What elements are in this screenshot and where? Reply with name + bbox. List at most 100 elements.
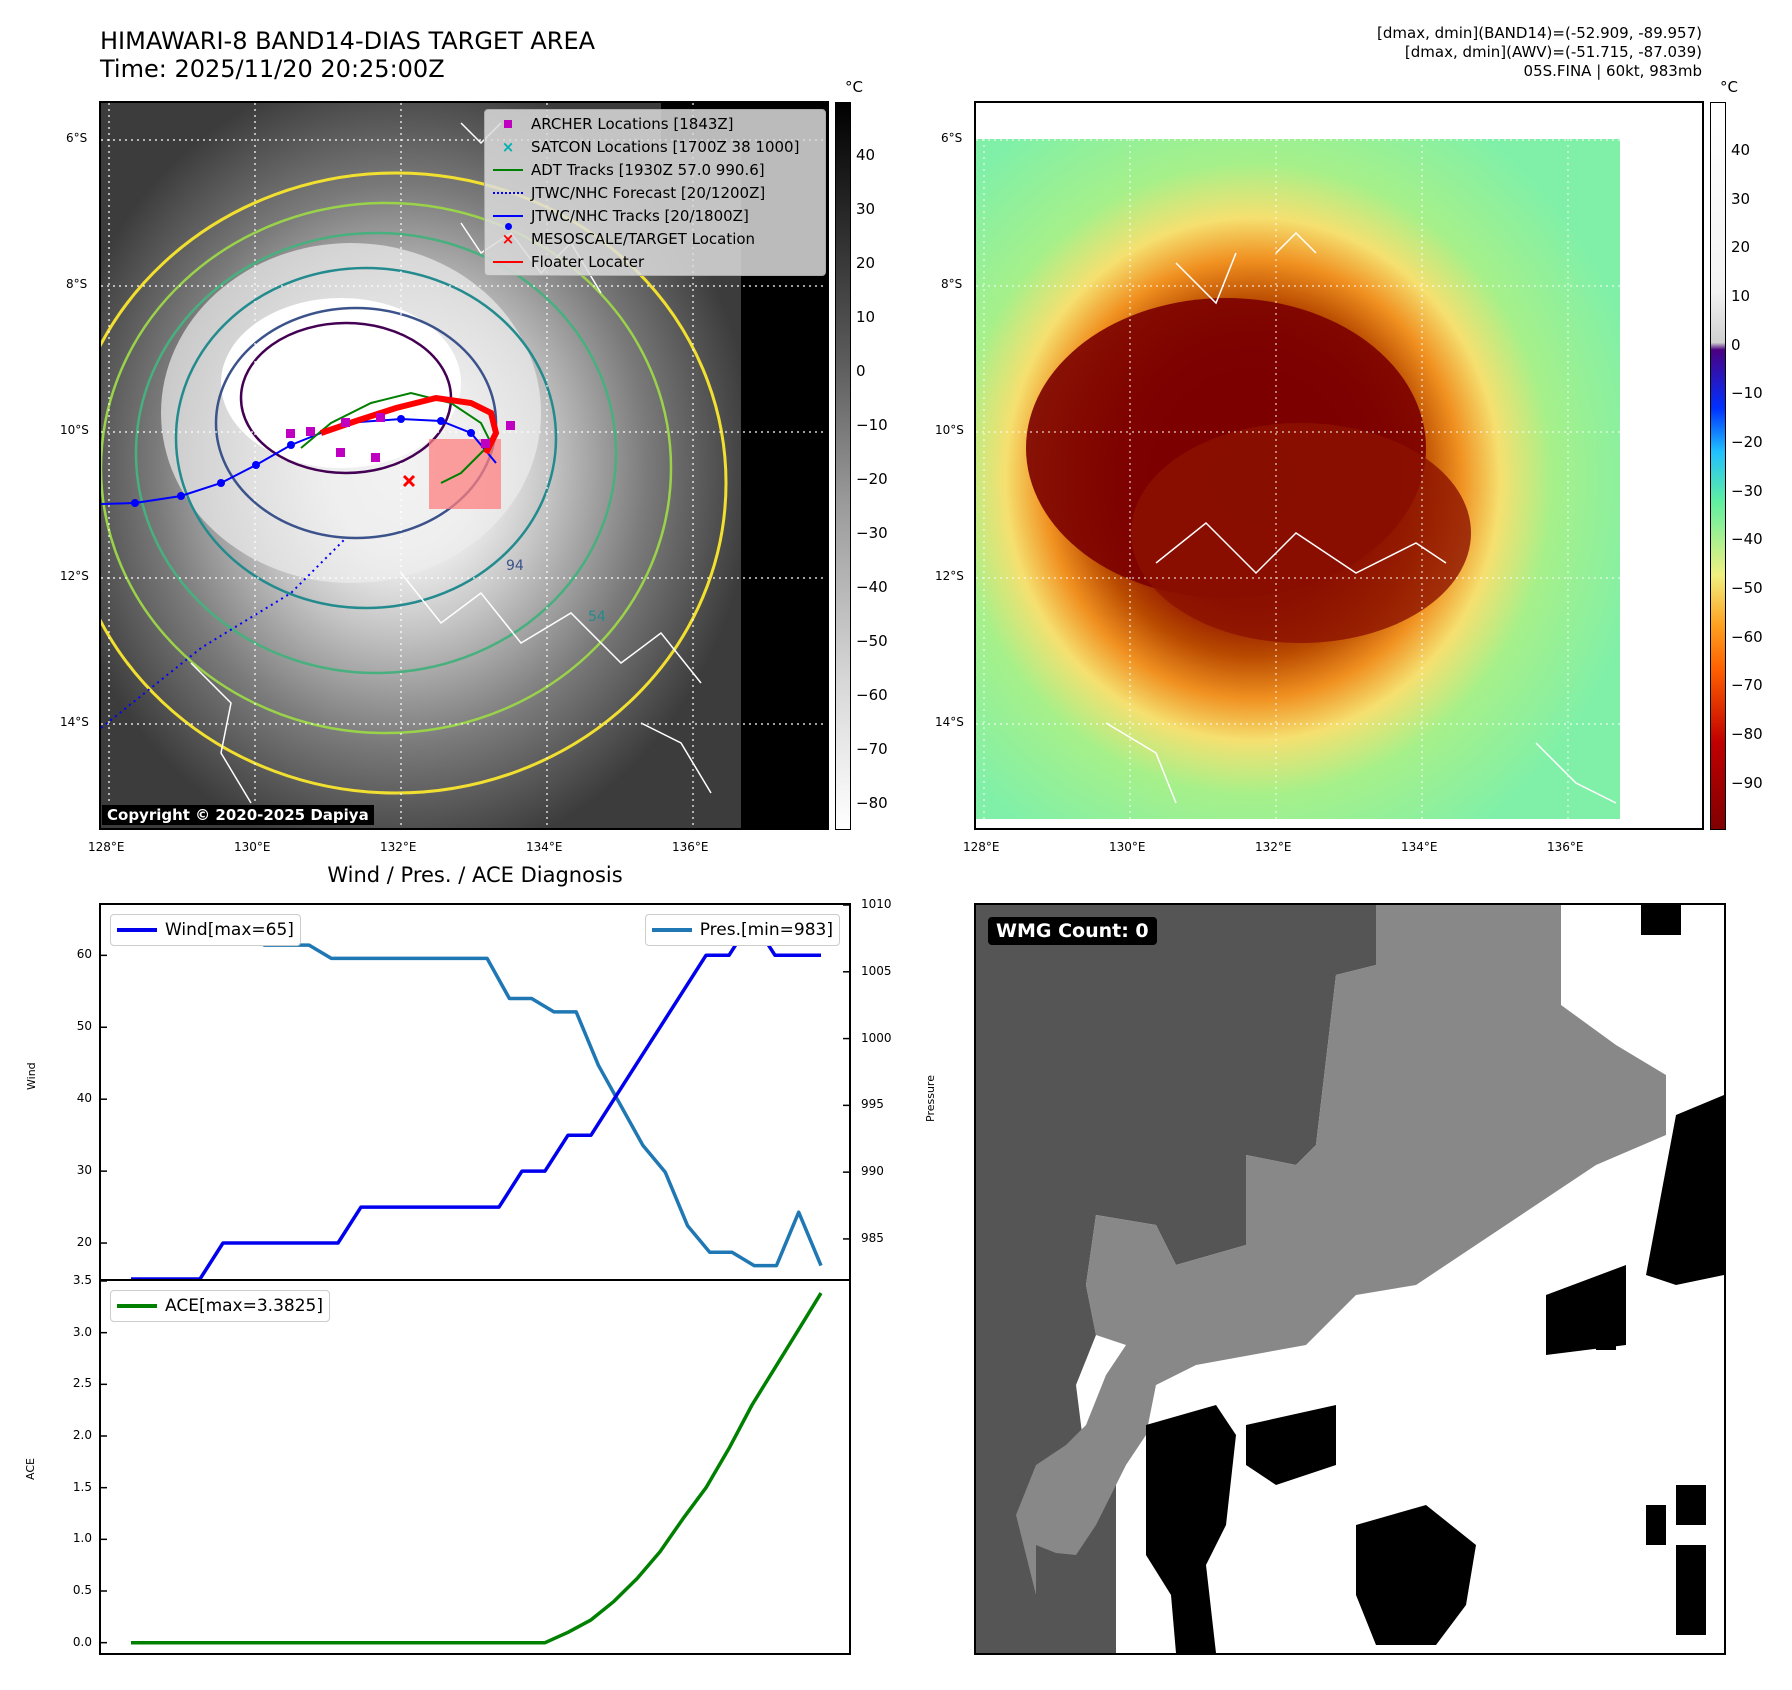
map-legend: ARCHER Locations [1843Z] × SATCON Locatio… xyxy=(484,109,826,276)
ace-tick: 0.0 xyxy=(72,1634,92,1649)
ace-tick: 3.5 xyxy=(72,1273,92,1287)
color-tick: −20 xyxy=(1731,433,1763,451)
lon-label: 134°E xyxy=(1401,840,1438,854)
wind-tick: 60 xyxy=(76,947,92,962)
ace-tick: 0.5 xyxy=(72,1583,92,1597)
gray-tick: 10 xyxy=(856,308,876,326)
pressure-tick: 990 xyxy=(861,1164,884,1179)
gray-tick: −70 xyxy=(856,740,888,758)
lat-label: 6°S xyxy=(941,131,963,145)
gray-colorbar xyxy=(835,102,851,830)
ace-legend: ACE[max=3.3825] xyxy=(110,1290,330,1322)
figure-time: Time: 2025/11/20 20:25:00Z xyxy=(100,55,445,83)
color-tick: −50 xyxy=(1731,579,1763,597)
lat-label: 6°S xyxy=(66,131,88,145)
gray-tick: −80 xyxy=(856,794,888,812)
ace-tick: 1.5 xyxy=(72,1479,92,1494)
color-tick: −40 xyxy=(1731,530,1763,548)
color-tick: 10 xyxy=(1731,287,1751,305)
wmg-panel: WMG Count: 0 xyxy=(974,903,1726,1655)
lat-label: 10°S xyxy=(935,423,964,437)
lon-label: 128°E xyxy=(963,840,1000,854)
ir-map-panel: 94 54 ARCHER Locations [1843Z] × SATCON L… xyxy=(99,101,829,830)
legend-item-forecast: JTWC/NHC Forecast [20/1200Z] xyxy=(485,181,825,204)
ace-tick: 1.0 xyxy=(72,1531,92,1546)
enhanced-map-panel xyxy=(974,101,1704,830)
gray-tick: −60 xyxy=(856,686,888,704)
pressure-legend: Pres.[min=983] xyxy=(644,914,840,946)
pressure-tick: 995 xyxy=(861,1097,884,1112)
ace-panel: ACE[max=3.3825] xyxy=(99,1279,851,1655)
legend-item-mesoscale: × MESOSCALE/TARGET Location xyxy=(501,229,756,248)
gray-tick: 30 xyxy=(856,200,876,218)
gray-colorbar-unit: °C xyxy=(845,78,863,96)
ace-tick: 2.0 xyxy=(72,1428,92,1442)
gray-tick: 0 xyxy=(856,362,866,380)
lat-label: 12°S xyxy=(935,569,964,583)
ace-chart xyxy=(101,1281,823,1645)
lon-label: 130°E xyxy=(234,840,271,854)
figure-title: HIMAWARI-8 BAND14-DIAS TARGET AREA xyxy=(100,27,596,55)
color-tick: −70 xyxy=(1731,676,1763,694)
wind-tick: 20 xyxy=(76,1235,92,1250)
pressure-tick: 1005 xyxy=(861,963,892,978)
color-tick: 30 xyxy=(1731,190,1751,208)
ace-line xyxy=(131,1292,823,1645)
color-colorbar xyxy=(1710,102,1726,830)
wmg-image xyxy=(976,905,1724,1653)
lat-label: 8°S xyxy=(66,277,88,291)
gray-tick: −20 xyxy=(856,470,888,488)
lon-label: 136°E xyxy=(672,840,709,854)
color-tick: −60 xyxy=(1731,628,1763,646)
lon-label: 136°E xyxy=(1547,840,1584,854)
lon-label: 134°E xyxy=(526,840,563,854)
legend-item-tracks: JTWC/NHC Tracks [20/1800Z] xyxy=(485,204,825,230)
wmg-count-badge: WMG Count: 0 xyxy=(988,917,1157,945)
pressure-axis-label: Pressure xyxy=(924,1075,937,1122)
diagnosis-title: Wind / Pres. / ACE Diagnosis xyxy=(327,863,623,887)
legend-item-satcon: × SATCON Locations [1700Z 38 1000] xyxy=(501,137,800,156)
pressure-tick: 1000 xyxy=(861,1030,892,1045)
lon-label: 130°E xyxy=(1109,840,1146,854)
contour-label: 54 xyxy=(588,609,606,625)
lon-label: 132°E xyxy=(1255,840,1292,854)
legend-item-archer: ARCHER Locations [1843Z] xyxy=(485,112,825,135)
lon-label: 132°E xyxy=(380,840,417,854)
gray-tick: −40 xyxy=(856,578,888,596)
color-tick: −80 xyxy=(1731,725,1763,743)
wind-legend: Wind[max=65] xyxy=(110,914,301,946)
color-tick: −90 xyxy=(1731,774,1763,792)
wind-tick: 50 xyxy=(76,1019,92,1034)
legend-item-floater: Floater Locater xyxy=(485,250,825,273)
wind-axis-label: Wind xyxy=(25,1062,38,1090)
wind-pressure-chart xyxy=(101,905,849,1279)
color-tick: −30 xyxy=(1731,482,1763,500)
ace-axis-label: ACE xyxy=(24,1458,37,1480)
lat-label: 8°S xyxy=(941,277,963,291)
pressure-line xyxy=(131,916,823,1268)
pressure-tick: 985 xyxy=(861,1230,884,1245)
color-tick: 20 xyxy=(1731,238,1751,256)
lat-label: 14°S xyxy=(935,715,964,729)
info-awv: [dmax, dmin](AWV)=(-51.715, -87.039) xyxy=(1404,43,1702,61)
gray-tick: 20 xyxy=(856,254,876,272)
color-colorbar-unit: °C xyxy=(1720,78,1738,96)
lat-label: 10°S xyxy=(60,423,89,437)
ace-tick: 3.0 xyxy=(72,1324,92,1339)
info-band14: [dmax, dmin](BAND14)=(-52.909, -89.957) xyxy=(1377,24,1702,42)
color-tick: 0 xyxy=(1731,336,1741,354)
legend-item-adt: ADT Tracks [1930Z 57.0 990.6] xyxy=(485,158,825,181)
info-storm: 05S.FINA | 60kt, 983mb xyxy=(1523,62,1702,80)
wind-tick: 30 xyxy=(76,1163,92,1178)
gray-tick: −30 xyxy=(856,524,888,542)
contour-label: 94 xyxy=(506,558,524,574)
gray-tick: 40 xyxy=(856,146,876,164)
wind-pressure-panel: Wind[max=65] Pres.[min=983] xyxy=(99,903,851,1281)
gray-tick: −10 xyxy=(856,416,888,434)
copyright-label: Copyright © 2020-2025 Dapiya xyxy=(102,805,374,825)
lat-label: 12°S xyxy=(60,569,89,583)
gray-tick: −50 xyxy=(856,632,888,650)
pressure-tick: 1010 xyxy=(861,897,892,911)
color-tick: −10 xyxy=(1731,384,1763,402)
color-tick: 40 xyxy=(1731,141,1751,159)
